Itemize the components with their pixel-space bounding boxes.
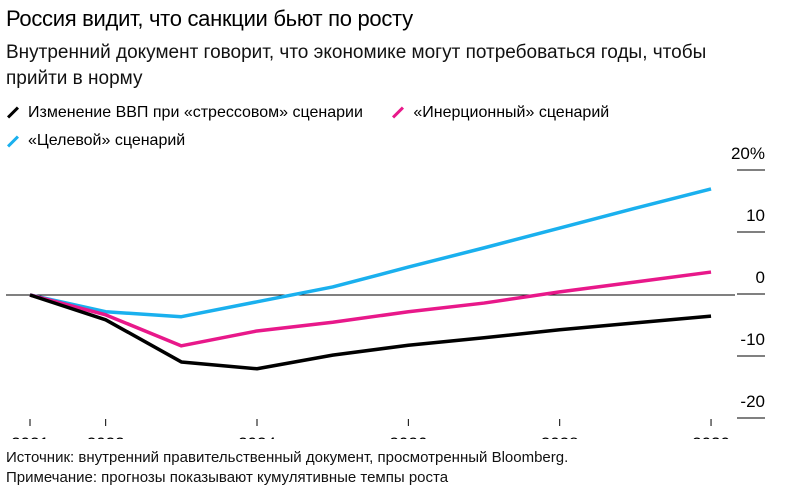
y-tick-label: -20: [740, 392, 765, 411]
legend-item-inertial: «Инерционный» сценарий: [391, 100, 609, 126]
y-tick-label: -10: [740, 330, 765, 349]
y-tick-label: 20%: [731, 144, 765, 163]
legend: Изменение ВВП при «стрессовом» сценарии …: [6, 97, 706, 154]
legend-label: «Целевой» сценарий: [28, 132, 186, 149]
x-tick-label: 2022: [87, 434, 125, 453]
legend-label: «Инерционный» сценарий: [413, 103, 610, 121]
chart-title: Россия видит, что санкции бьют по росту: [6, 6, 413, 31]
x-tick-label: 2028: [541, 434, 579, 453]
x-tick-label: 2030: [692, 434, 730, 453]
x-tick-label: 2021: [11, 434, 49, 453]
y-tick-label: 10: [746, 206, 765, 225]
legend-label: Изменение ВВП при «стрессовом» сценарии: [28, 103, 363, 121]
series-line: [29, 293, 712, 371]
y-tick-label: 0: [756, 268, 765, 287]
legend-item-target: «Целевой» сценарий: [6, 128, 185, 154]
chart-subtitle: Внутренний документ говорит, что экономи…: [6, 42, 707, 89]
footer: Источник: внутренний правительственный д…: [6, 448, 568, 488]
x-tick-label: 2024: [238, 434, 276, 453]
x-tick-label: 2026: [389, 434, 427, 453]
source-note: Источник: внутренний правительственный д…: [6, 449, 569, 466]
footnote: Примечание: прогнозы показывают кумуляти…: [6, 469, 449, 486]
series-line: [29, 270, 712, 348]
legend-item-stress: Изменение ВВП при «стрессовом» сценарии: [6, 100, 363, 126]
series-line: [29, 187, 712, 319]
